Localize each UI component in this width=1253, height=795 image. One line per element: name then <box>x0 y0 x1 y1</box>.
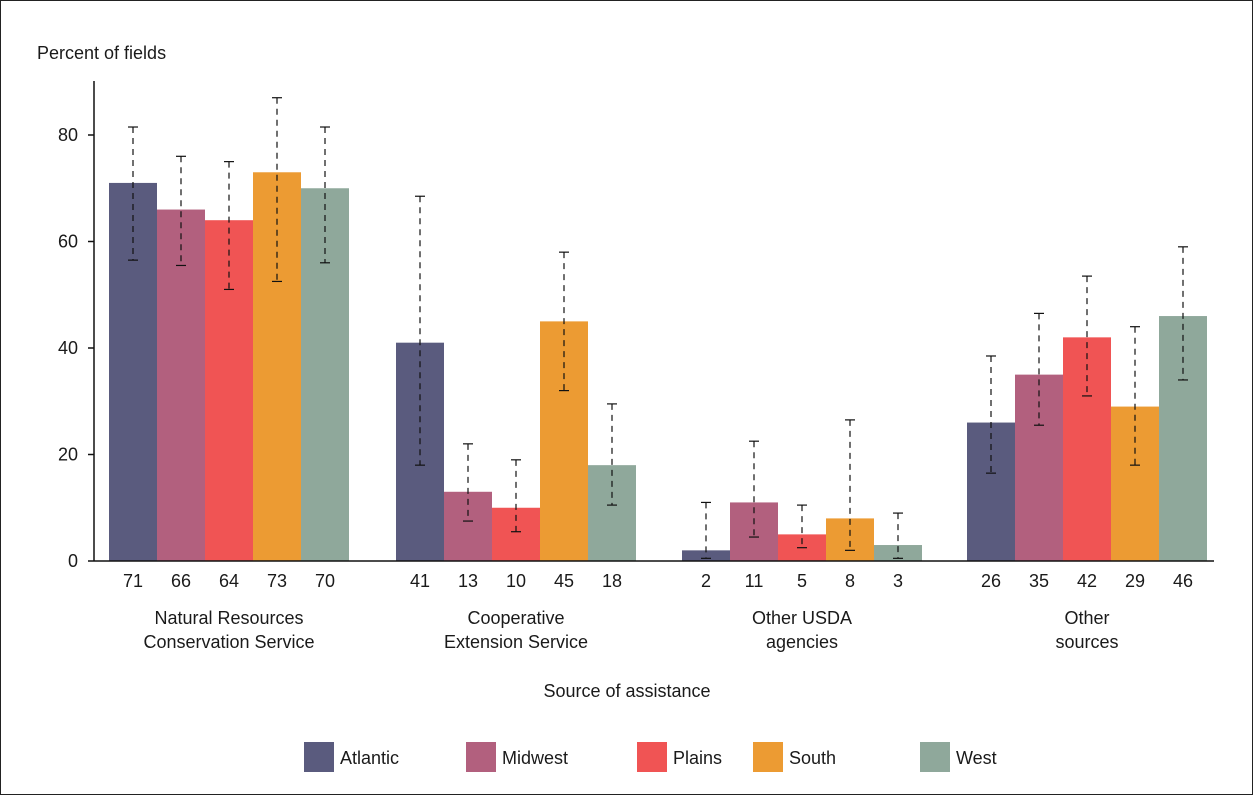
y-tick-label: 80 <box>58 125 78 145</box>
bar-value-label: 29 <box>1125 571 1145 591</box>
category-label: Cooperative Extension Service <box>444 608 588 652</box>
bar <box>1063 337 1111 561</box>
bar-value-label: 10 <box>506 571 526 591</box>
legend: Atlantic Midwest Plains South West <box>304 742 997 772</box>
legend-label: West <box>956 748 997 768</box>
bar-value-label: 70 <box>315 571 335 591</box>
legend-label: Plains <box>673 748 722 768</box>
category-label: Other USDA agencies <box>752 608 852 652</box>
bar-value-label: 46 <box>1173 571 1193 591</box>
y-tick-label: 20 <box>58 445 78 465</box>
bar-value-label: 64 <box>219 571 239 591</box>
bar <box>826 518 874 561</box>
bar <box>540 321 588 561</box>
bar <box>682 550 730 561</box>
bar-value-label: 5 <box>797 571 807 591</box>
y-axis-label: Percent of fields <box>37 43 166 63</box>
legend-swatch <box>637 742 667 772</box>
legend-swatch <box>304 742 334 772</box>
bar-value-label: 42 <box>1077 571 1097 591</box>
bars <box>109 172 1207 562</box>
bar-value-label: 26 <box>981 571 1001 591</box>
bar <box>588 465 636 561</box>
bar-value-label: 13 <box>458 571 478 591</box>
bar-value-label: 45 <box>554 571 574 591</box>
y-tick-label: 0 <box>68 551 78 571</box>
legend-label: Atlantic <box>340 748 399 768</box>
y-axis: 0 20 40 60 80 <box>58 81 95 571</box>
bar-value-label: 11 <box>745 571 764 591</box>
bar <box>157 209 205 562</box>
bar <box>109 182 157 562</box>
bar <box>874 545 922 561</box>
bar-value-label: 35 <box>1029 571 1049 591</box>
bar-value-label: 71 <box>123 571 143 591</box>
bar <box>1159 316 1207 561</box>
legend-swatch <box>466 742 496 772</box>
bar <box>301 188 349 561</box>
bar-value-label: 66 <box>171 571 191 591</box>
legend-swatch <box>920 742 950 772</box>
error-bars <box>128 97 1188 559</box>
category-label: Natural Resources Conservation Service <box>143 608 314 652</box>
y-tick-label: 60 <box>58 232 78 252</box>
bar <box>1111 406 1159 561</box>
legend-label: South <box>789 748 836 768</box>
bar <box>253 172 301 561</box>
bar-value-label: 41 <box>410 571 430 591</box>
bar-value-label: 73 <box>267 571 287 591</box>
bar-value-label: 18 <box>602 571 622 591</box>
bar <box>205 220 253 561</box>
bar-value-label: 3 <box>893 571 903 591</box>
category-label: Other sources <box>1055 608 1118 652</box>
bar-value-label: 8 <box>845 571 855 591</box>
bar-value-label: 2 <box>701 571 711 591</box>
y-tick-label: 40 <box>58 338 78 358</box>
legend-label: Midwest <box>502 748 568 768</box>
bar <box>967 422 1015 561</box>
legend-swatch <box>753 742 783 772</box>
x-axis-label: Source of assistance <box>543 681 710 701</box>
